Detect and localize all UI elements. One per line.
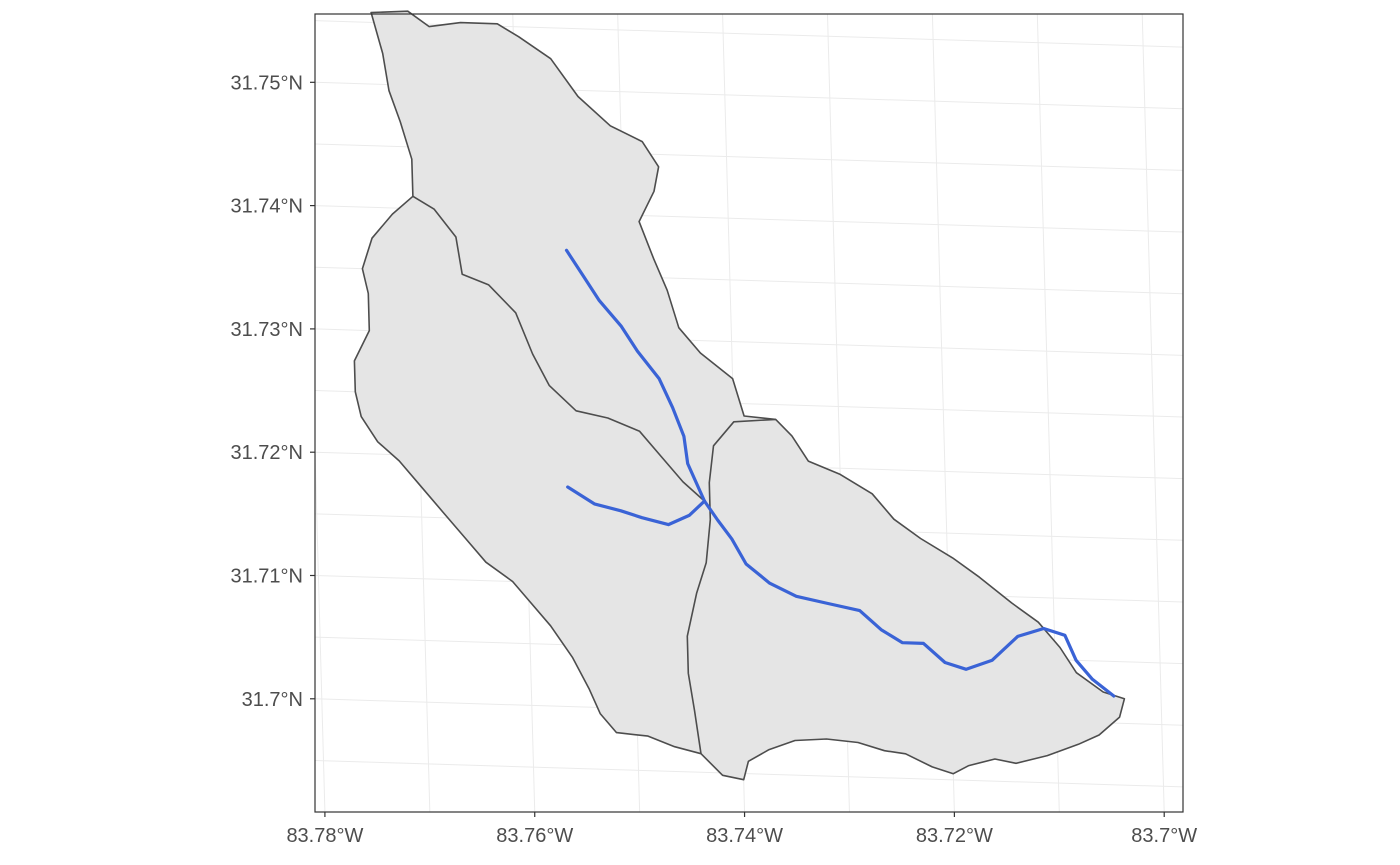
stream-network-layer: [564, 248, 1116, 698]
x-axis-tick-label: 83.7°W: [1131, 825, 1197, 847]
graticule-parallel: [315, 143, 1183, 171]
panel-border: [314, 13, 1184, 813]
y-axis-tick-label: 31.72°N: [231, 442, 304, 464]
y-axis-tick-label: 31.75°N: [231, 72, 304, 94]
y-axis-tick-label: 31.71°N: [231, 565, 304, 587]
y-axis-tick-label: 31.7°N: [242, 689, 303, 711]
subbasin-boundary-line: [412, 195, 706, 502]
watershed-polygon: [353, 10, 1126, 781]
x-axis-tick-label: 83.72°W: [916, 825, 993, 847]
graticule-parallel: [315, 81, 1183, 110]
y-axis-tick-label: 31.74°N: [231, 196, 304, 218]
graticule-parallel: [315, 205, 1183, 233]
graticule-parallel: [315, 328, 1183, 356]
graticule-parallel: [315, 266, 1183, 295]
x-axis-tick-label: 83.74°W: [706, 825, 783, 847]
watershed-layer: [353, 10, 1126, 781]
y-axis: 31.75°N 31.74°N 31.73°N 31.72°N 31.71°N 31.7°…: [231, 72, 315, 711]
x-axis-tick-label: 83.78°W: [286, 825, 363, 847]
x-axis: 83.78°W 83.76°W 83.74°W 83.72°W 83.7°W: [286, 812, 1197, 847]
graticule-parallel: [315, 20, 1183, 48]
x-axis-tick-label: 83.76°W: [496, 825, 573, 847]
stream-line: [566, 485, 707, 527]
subbasin-boundary-line: [686, 418, 776, 754]
subbasin-boundary-layer: [412, 195, 776, 754]
y-axis-tick-label: 31.73°N: [231, 319, 304, 341]
stream-line: [564, 248, 1116, 698]
